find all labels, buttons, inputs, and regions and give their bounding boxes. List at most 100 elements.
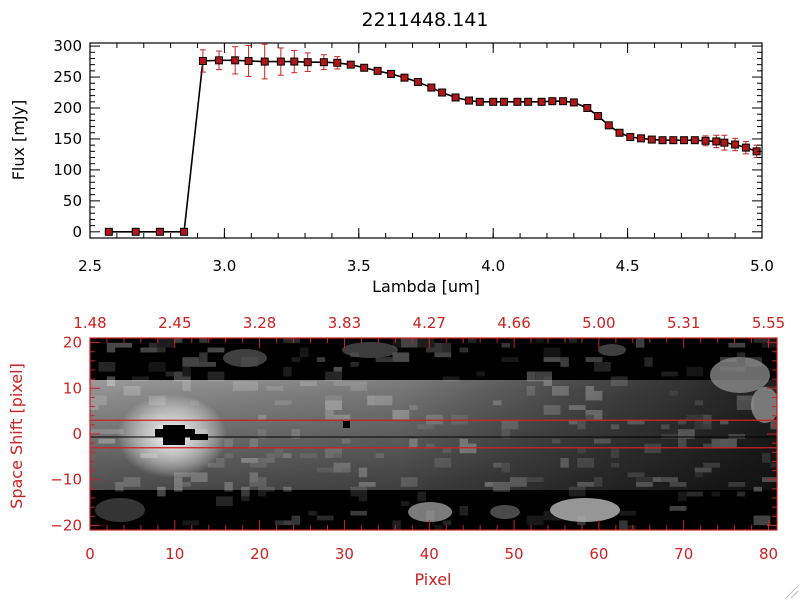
noise-pixel (165, 371, 174, 377)
noise-pixel (392, 352, 410, 362)
data-point (604, 121, 613, 130)
x-tick-label: 10 (165, 545, 184, 563)
noise-pixel (501, 342, 510, 348)
noise-pixel (182, 520, 200, 526)
spectrum-x-axis-label: Lambda [um] (372, 277, 480, 296)
x-tick-label: 5.0 (750, 257, 774, 275)
data-point (680, 136, 689, 145)
noise-pixel (98, 362, 116, 372)
data-point (499, 97, 508, 106)
noise-pixel (283, 366, 292, 377)
x-tick-label: 3.0 (212, 257, 236, 275)
noise-pixel (753, 338, 771, 343)
noise-pixel (661, 371, 678, 377)
data-point (290, 57, 299, 66)
y-tick-label: 200 (53, 99, 82, 117)
data-point (712, 137, 721, 146)
y-tick-label: 250 (53, 68, 82, 86)
data-point (198, 56, 207, 65)
noise-pixel (350, 510, 368, 516)
noise-pixel (115, 342, 132, 348)
data-point (701, 136, 710, 145)
noise-pixel (283, 520, 292, 526)
data-point (155, 227, 164, 236)
data-point (475, 97, 484, 106)
data-point (524, 97, 533, 106)
noise-pixel (308, 510, 317, 516)
data-point (276, 57, 285, 66)
x-tick-label: 20 (250, 545, 269, 563)
y-tick-label: 20 (63, 334, 82, 352)
chart-title: 2211448.141 (362, 9, 489, 31)
data-point (720, 138, 729, 147)
noise-pixel (274, 520, 284, 526)
data-point (647, 135, 656, 144)
data-point (615, 128, 624, 137)
noise-pixel (468, 338, 477, 343)
noise-pixel (459, 347, 468, 353)
noise-pixel (325, 371, 342, 382)
spectral-image-panel: 0 10 20 30 40 50 60 70 80 1.48 2.45 3.28 3.83 4.27 4.6… (7, 314, 785, 589)
data-point (373, 66, 382, 75)
noise-pixel (358, 496, 368, 502)
noise-pixel (728, 342, 746, 348)
y-tick-label: −20 (50, 516, 82, 534)
x-tick-label: 30 (335, 545, 354, 563)
spectrum-series (104, 43, 761, 236)
noise-pixel (636, 338, 645, 348)
y-tick-label: −10 (50, 471, 82, 489)
noise-pixel (459, 506, 468, 516)
noise-pixel (392, 338, 401, 348)
noise-pixel (291, 515, 300, 526)
noise-pixel (753, 515, 771, 526)
noise-pixel (300, 347, 309, 358)
noise-pixel (577, 520, 586, 526)
noise-pixel (442, 342, 452, 353)
data-point (104, 227, 113, 236)
noise-pixel (585, 357, 603, 362)
noise-pixel (157, 338, 174, 348)
data-point (303, 58, 312, 67)
y-tick-label: 10 (63, 379, 82, 397)
spectrum-y-axis-label: Flux [mJy] (9, 100, 28, 181)
noise-pixel (476, 371, 485, 377)
noise-pixel (400, 338, 418, 348)
top-wavelength-label: 3.83 (328, 314, 361, 332)
resize-grip-icon[interactable] (785, 585, 799, 599)
image-y-axis-label: Space Shift [pixel] (7, 363, 26, 509)
data-point (594, 112, 603, 121)
top-wavelength-label: 4.27 (413, 314, 446, 332)
x-tick-label: 50 (505, 545, 524, 563)
noise-pixel (417, 491, 426, 502)
x-tick-label: 70 (674, 545, 693, 563)
top-wavelength-label: 4.66 (497, 314, 530, 332)
noise-pixel (174, 338, 183, 343)
data-point (731, 140, 740, 149)
y-tick-label: 50 (63, 192, 82, 210)
data-point (244, 56, 253, 65)
noise-pixel (594, 362, 611, 372)
noise-pixel (174, 371, 191, 382)
y-tick-label: 100 (53, 161, 82, 179)
x-tick-label: 60 (589, 545, 608, 563)
noise-pixel (333, 366, 342, 372)
data-point (513, 97, 522, 106)
noise-pixel (375, 357, 393, 362)
noise-pixel (627, 525, 636, 530)
noise-pixel (216, 496, 233, 506)
spectral-image-axes: 0 10 20 30 40 50 60 70 80 1.48 2.45 3.28 3.83 4.27 4.6… (50, 314, 785, 563)
noise-pixel (140, 347, 158, 353)
noise-pixel (543, 347, 561, 358)
data-point (215, 56, 224, 65)
noise-pixel (560, 357, 569, 367)
noise-pixel (434, 352, 452, 358)
x-tick-label: 4.5 (616, 257, 640, 275)
x-tick-label: 4.0 (481, 257, 505, 275)
data-point (413, 78, 422, 86)
noise-pixel (736, 352, 746, 358)
data-point (319, 58, 328, 67)
noise-pixel (400, 501, 410, 506)
data-point (438, 88, 447, 97)
data-point (231, 56, 240, 65)
